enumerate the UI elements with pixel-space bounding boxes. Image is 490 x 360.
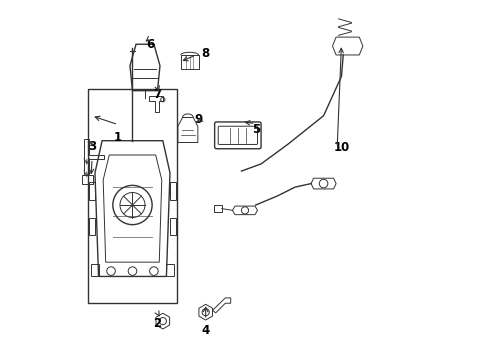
Text: 5: 5 (251, 123, 260, 136)
Text: 8: 8 (201, 47, 210, 60)
Bar (88, 89, 177, 303)
Text: 9: 9 (195, 113, 203, 126)
Text: 1: 1 (114, 131, 122, 144)
Text: 7: 7 (153, 88, 162, 101)
Text: 2: 2 (153, 317, 162, 330)
Text: 10: 10 (333, 141, 349, 154)
Text: 4: 4 (201, 324, 210, 337)
Text: 6: 6 (146, 38, 154, 51)
Text: 3: 3 (88, 140, 96, 153)
Bar (82, 175, 93, 184)
